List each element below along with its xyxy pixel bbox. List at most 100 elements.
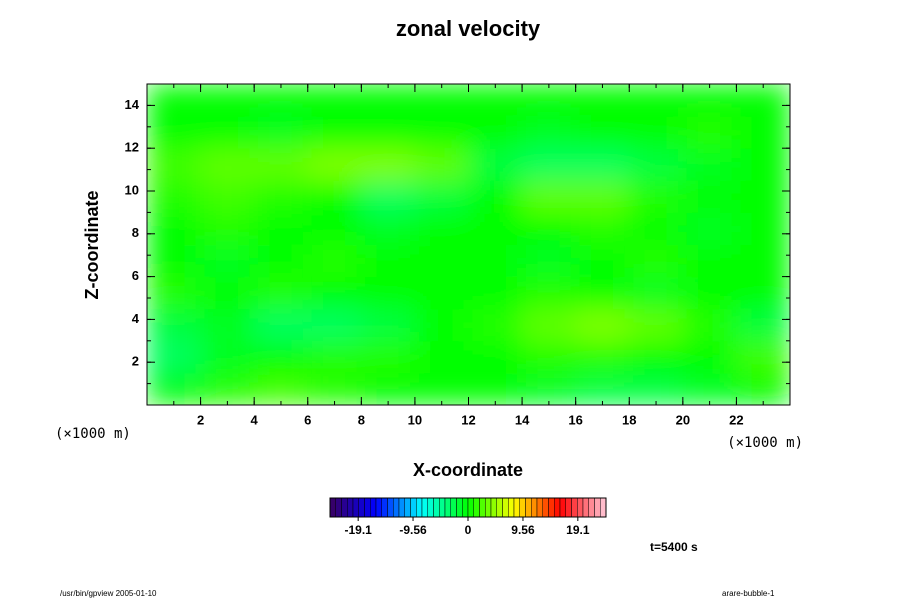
- colorbar-segment: [427, 497, 434, 518]
- colorbar-segment: [381, 497, 388, 518]
- heat-cell: [360, 84, 416, 117]
- heat-cell: [521, 179, 577, 213]
- y-axis-label: Z-coordinate: [82, 190, 102, 299]
- heat-cell: [307, 244, 362, 278]
- heat-cell: [468, 276, 523, 310]
- colorbar-segment: [341, 497, 348, 518]
- heat-cell: [628, 115, 684, 149]
- colorbar-segment: [548, 497, 555, 518]
- heat-cell: [360, 147, 416, 181]
- colorbar-segment: [421, 497, 428, 518]
- colorbar-segment: [525, 497, 532, 518]
- heat-cell: [735, 115, 790, 149]
- heat-cell: [253, 276, 309, 310]
- colorbar-segment: [410, 497, 417, 518]
- heat-cell: [575, 147, 630, 181]
- heat-cell: [307, 211, 362, 245]
- heat-cell: [575, 340, 630, 374]
- heat-cell: [575, 84, 630, 117]
- heat-cell: [735, 244, 790, 278]
- heat-cell: [307, 308, 362, 342]
- heat-cell: [682, 84, 737, 117]
- heat-cell: [414, 147, 469, 181]
- heat-cell: [735, 340, 790, 374]
- heat-cell: [307, 276, 362, 310]
- heat-cell: [200, 308, 255, 342]
- heat-cell: [307, 179, 362, 213]
- heat-cell: [521, 244, 577, 278]
- heat-cell: [253, 179, 309, 213]
- colorbar-segment: [554, 497, 561, 518]
- colorbar-segment: [559, 497, 566, 518]
- y-axis-unit: (×1000 m): [55, 426, 131, 442]
- heat-cell: [414, 179, 469, 213]
- heat-cell: [521, 211, 577, 245]
- heat-cell: [575, 244, 630, 278]
- heat-cell: [253, 244, 309, 278]
- colorbar-segment: [531, 497, 538, 518]
- heat-cell: [628, 84, 684, 117]
- x-tick-label: 14: [515, 412, 530, 427]
- heat-cell: [575, 179, 630, 213]
- heat-cell: [360, 244, 416, 278]
- heat-cell: [360, 308, 416, 342]
- colorbar-segment: [370, 497, 377, 518]
- colorbar-tick-label: -19.1: [344, 523, 372, 537]
- heat-cell: [414, 276, 469, 310]
- colorbar-segment: [496, 497, 503, 518]
- heat-cell: [682, 244, 737, 278]
- colorbar-segment: [508, 497, 515, 518]
- heat-cell: [521, 115, 577, 149]
- x-tick-label: 20: [676, 412, 690, 427]
- x-axis-label: X-coordinate: [413, 460, 523, 480]
- heat-cell: [200, 179, 255, 213]
- heat-cell: [575, 211, 630, 245]
- heat-cell: [200, 340, 255, 374]
- colorbar-segment: [335, 497, 342, 518]
- heat-cell: [521, 340, 577, 374]
- heat-cell: [682, 115, 737, 149]
- heat-cell: [735, 84, 790, 117]
- heat-cell: [147, 179, 202, 213]
- heat-cell: [521, 308, 577, 342]
- chart-title: zonal velocity: [396, 16, 541, 41]
- heat-cell: [628, 244, 684, 278]
- heat-cell: [521, 147, 577, 181]
- heat-cell: [307, 84, 362, 117]
- colorbar-segment: [404, 497, 411, 518]
- colorbar-segment: [582, 497, 589, 518]
- heat-cell: [628, 147, 684, 181]
- heat-cell: [628, 179, 684, 213]
- x-tick-label: 22: [729, 412, 743, 427]
- colorbar-segment: [462, 497, 469, 518]
- heat-cell: [414, 211, 469, 245]
- colorbar-tick-label: 19.1: [566, 523, 590, 537]
- colorbar-segment: [387, 497, 394, 518]
- heat-cell: [682, 372, 737, 405]
- colorbar-segment: [398, 497, 405, 518]
- colorbar-segment: [502, 497, 509, 518]
- heat-cell: [414, 372, 469, 405]
- heat-cell: [414, 84, 469, 117]
- colorbar-segment: [479, 497, 486, 518]
- footer-left: /usr/bin/gpview 2005-01-10: [60, 589, 157, 598]
- y-tick-label: 12: [125, 140, 139, 155]
- colorbar-segment: [536, 497, 543, 518]
- heat-cell: [200, 147, 255, 181]
- colorbar-segment: [594, 497, 601, 518]
- heat-cell: [682, 276, 737, 310]
- heat-cell: [468, 244, 523, 278]
- x-tick-label: 12: [461, 412, 475, 427]
- colorbar-segment: [329, 497, 336, 518]
- colorbar-tick-label: -9.56: [399, 523, 427, 537]
- heat-cell: [414, 340, 469, 374]
- colorbar-segment: [352, 497, 359, 518]
- heat-cell: [735, 308, 790, 342]
- colorbar-segment: [456, 497, 463, 518]
- x-tick-label: 2: [197, 412, 204, 427]
- heat-cell: [468, 340, 523, 374]
- heat-cell: [253, 340, 309, 374]
